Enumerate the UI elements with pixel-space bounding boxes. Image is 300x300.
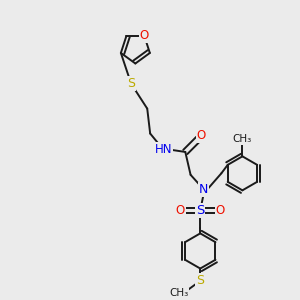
Text: CH₃: CH₃ bbox=[169, 288, 188, 298]
Text: O: O bbox=[176, 204, 185, 217]
Text: O: O bbox=[215, 204, 225, 217]
Text: S: S bbox=[196, 204, 204, 217]
Text: HN: HN bbox=[154, 143, 172, 156]
Text: CH₃: CH₃ bbox=[233, 134, 252, 144]
Text: S: S bbox=[127, 77, 135, 90]
Text: S: S bbox=[196, 274, 204, 287]
Text: O: O bbox=[140, 29, 149, 42]
Text: O: O bbox=[197, 129, 206, 142]
Text: N: N bbox=[199, 183, 208, 196]
